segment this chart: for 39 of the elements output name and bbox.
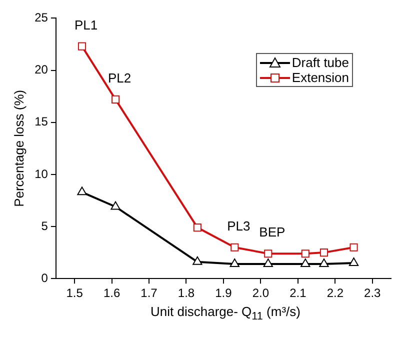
y-tick-label: 10 [34,166,48,181]
point [78,42,86,50]
point [111,95,120,104]
point [192,256,202,265]
point [348,257,359,266]
point [77,186,87,196]
point [320,248,328,257]
point [193,224,202,232]
point [110,201,120,210]
y-tick-label: 5 [41,218,48,233]
legend-label: Extension [292,70,349,85]
y-tick-label: 15 [34,114,48,129]
x-tick-label: 1.7 [140,286,158,300]
y-tick-label: 20 [34,62,48,77]
point [230,258,240,268]
x-axis-title: Unit discharge- Q$_{11}$ (m³/s) [150,304,302,323]
x-tick-label: 2.1 [290,286,307,300]
x-tick-label: 1.8 [178,286,195,300]
annotation: PL3 [227,218,250,234]
x-tick-label: 1.6 [103,286,120,300]
point [301,250,310,258]
x-tick-label: 1.9 [215,286,232,300]
x-tick-label: 2.0 [252,286,270,300]
legend-label: Draft tube [292,55,349,70]
point [350,243,358,252]
point [300,258,310,268]
point [230,243,239,252]
annotation: PL2 [108,70,132,86]
point [319,258,329,268]
point [263,258,273,268]
annotation: PL1 [74,17,98,32]
x-tick-label: 1.5 [66,286,84,300]
y-tick-label: 0 [41,270,48,285]
point [264,250,272,258]
annotation: BEP [259,224,286,240]
x-tick-label: 2.3 [364,286,382,300]
x-tick-label: 2.2 [326,286,344,300]
y-tick-label: 25 [34,10,48,25]
y-axis-title: Percentage loss (%) [11,90,26,207]
